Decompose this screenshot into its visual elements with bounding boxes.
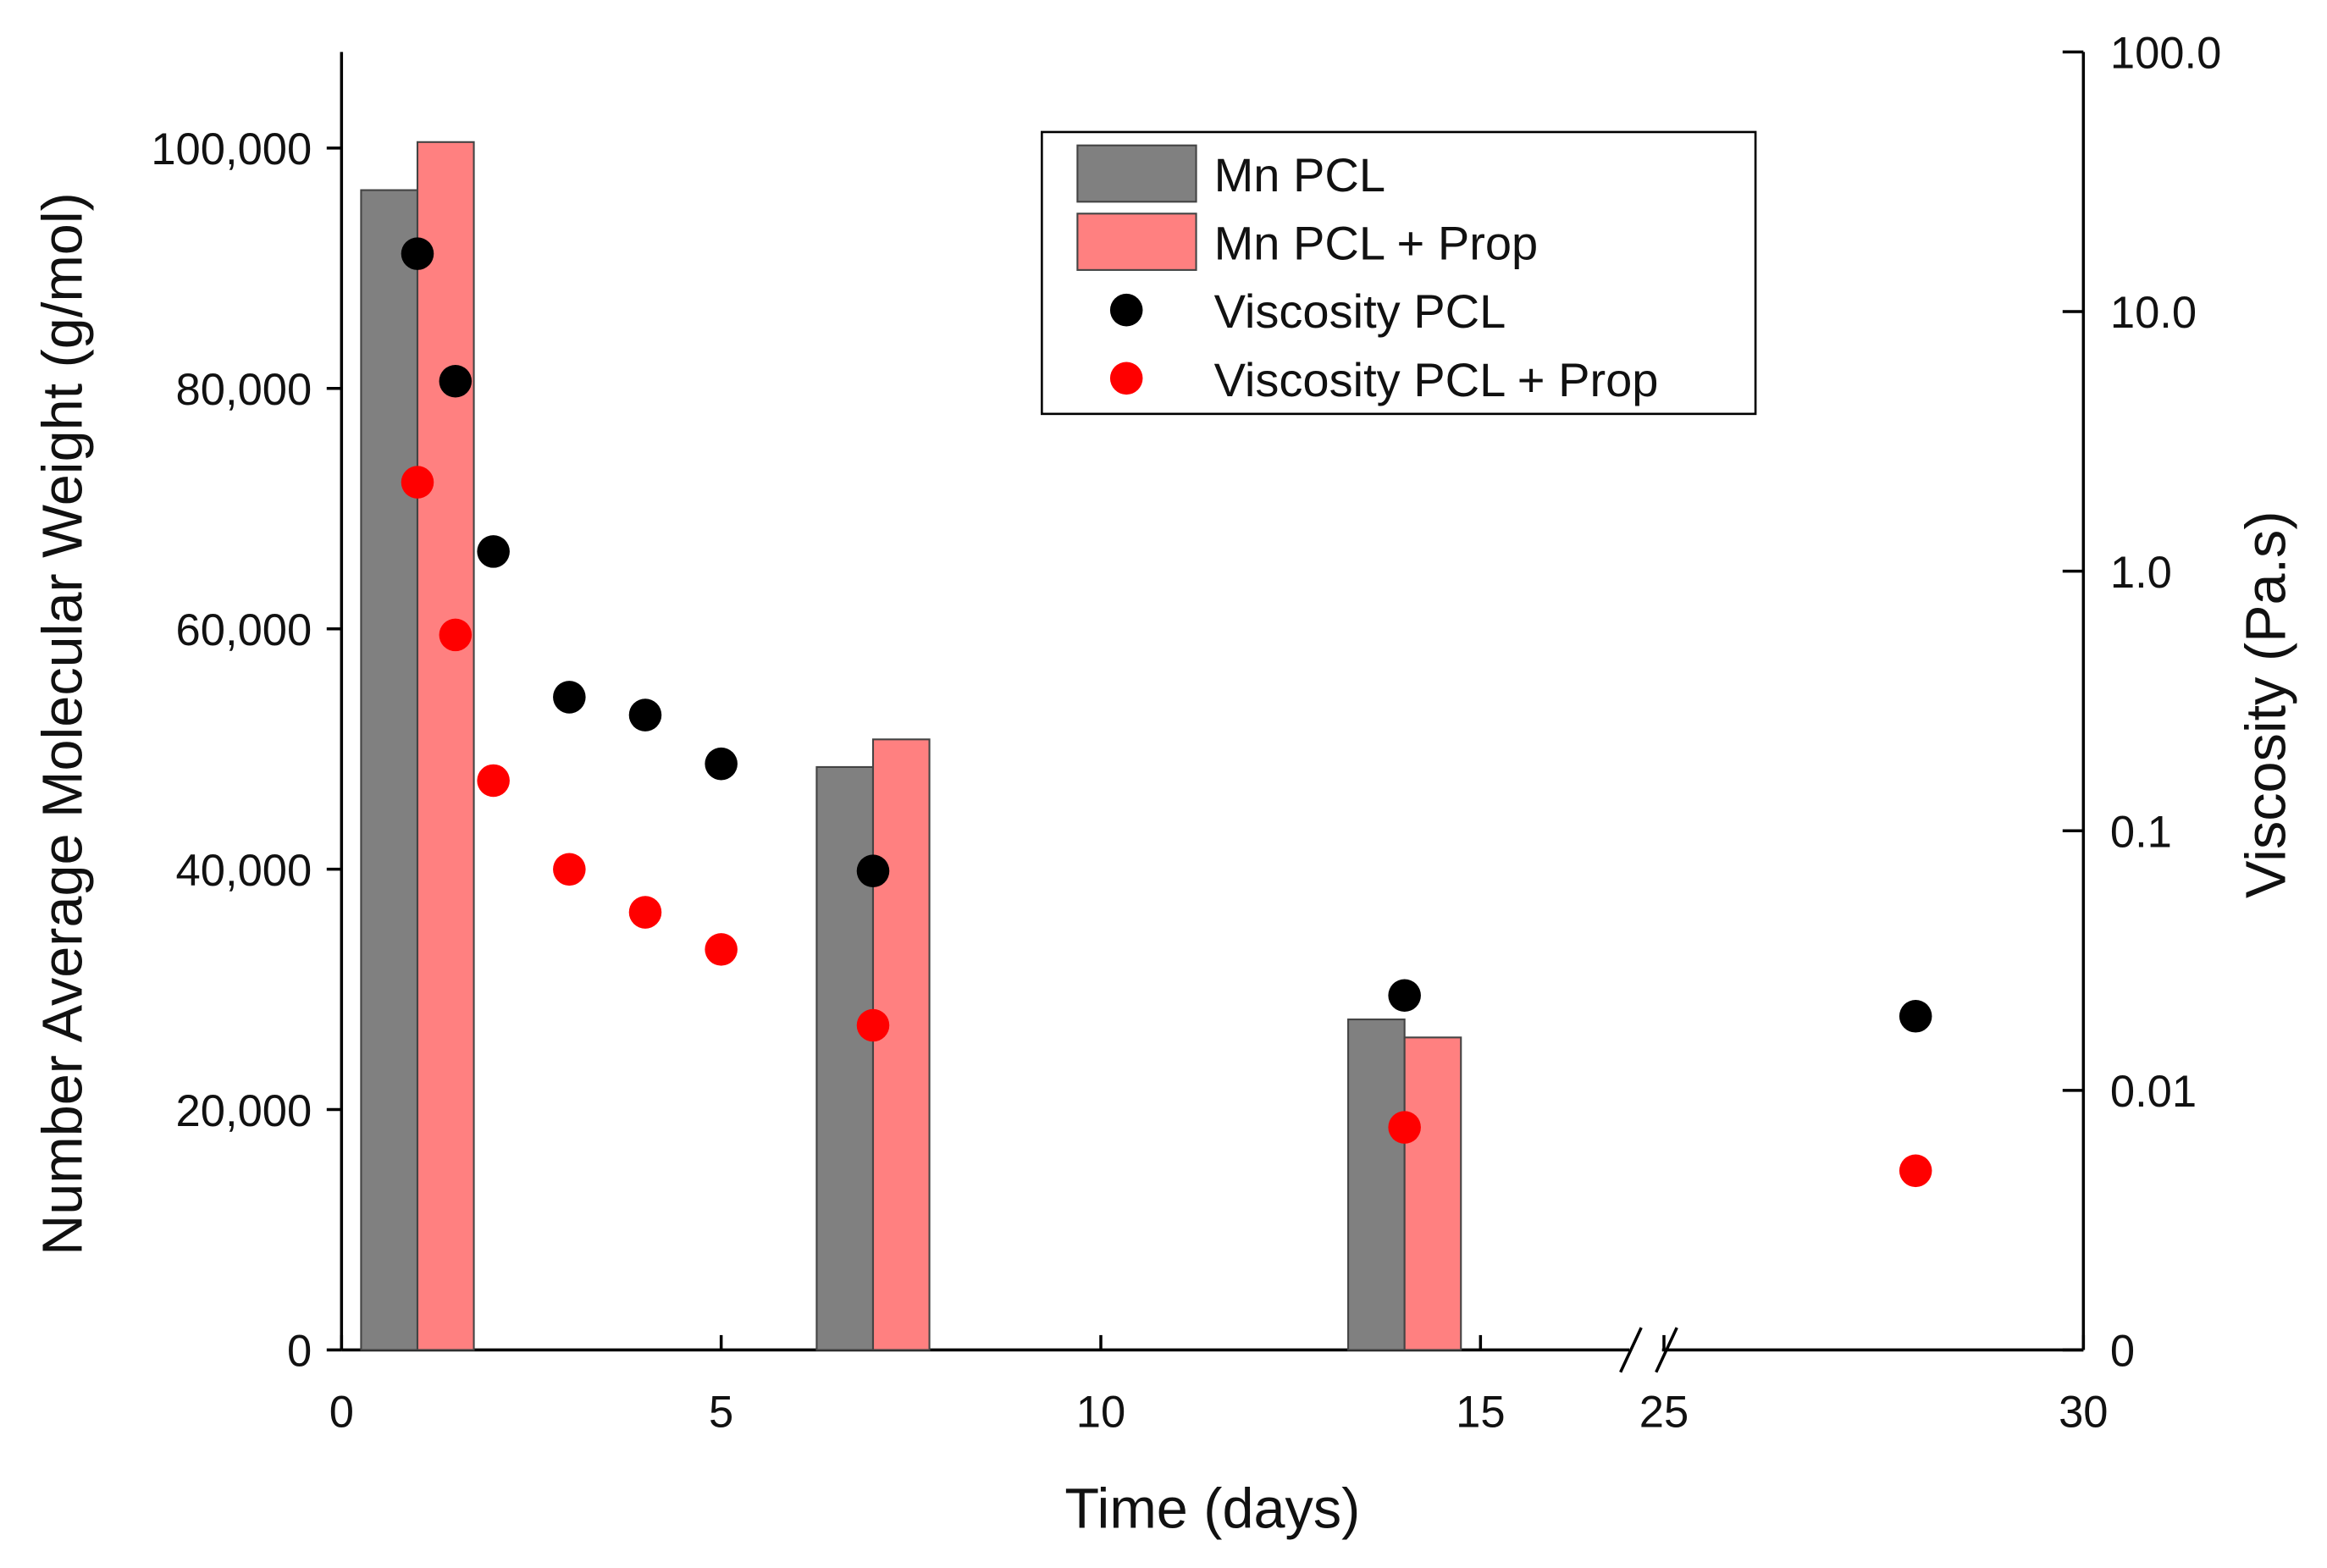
legend-swatch — [1109, 362, 1143, 395]
point — [705, 933, 738, 966]
point — [1899, 999, 1932, 1033]
point — [439, 364, 473, 398]
legend-label: Mn PCL + Prop — [1214, 217, 1539, 270]
y2-tick-label: 100.0 — [2110, 29, 2221, 79]
x-axis-label: Time (days) — [1064, 1478, 1360, 1541]
y-tick-label: 20,000 — [176, 1086, 312, 1136]
bar — [1347, 1019, 1406, 1351]
y-tick-label: 80,000 — [176, 365, 312, 415]
legend-label: Viscosity PCL — [1214, 284, 1506, 338]
bar — [871, 738, 931, 1351]
point — [553, 681, 586, 714]
x-tick-label: 0 — [329, 1388, 354, 1438]
axis-break — [1619, 1327, 1643, 1373]
x-tick-label: 15 — [1456, 1388, 1505, 1438]
point — [401, 237, 434, 270]
y-axis-label: Number Average Molecular Weight (g/mol) — [32, 192, 95, 1256]
y2-tick-label: 0 — [2110, 1327, 2135, 1377]
point — [1388, 979, 1421, 1013]
x-tick-label: 30 — [2059, 1388, 2108, 1438]
y-tick-label: 100,000 — [151, 124, 312, 174]
y2-tick-label: 0.1 — [2110, 807, 2172, 857]
legend-label: Viscosity PCL + Prop — [1214, 353, 1659, 406]
point — [477, 764, 510, 798]
point — [1388, 1111, 1421, 1144]
bar — [815, 765, 875, 1351]
axis-break — [1655, 1327, 1678, 1373]
y2-tick-label: 1.0 — [2110, 548, 2172, 598]
y-tick-label: 40,000 — [176, 846, 312, 896]
legend-swatch — [1109, 293, 1143, 327]
y2-tick-label: 0.01 — [2110, 1067, 2197, 1117]
y-tick-label: 0 — [287, 1327, 312, 1377]
legend-swatch — [1076, 144, 1197, 203]
x-tick-label: 10 — [1076, 1388, 1125, 1438]
point — [1899, 1154, 1932, 1188]
point — [628, 896, 662, 929]
point — [401, 466, 434, 499]
point — [856, 854, 890, 887]
x-tick-label: 25 — [1639, 1388, 1689, 1438]
y-tick-label: 60,000 — [176, 605, 312, 655]
y2-axis-label: Viscosity (Pa.s) — [2236, 511, 2298, 898]
bar — [1403, 1036, 1462, 1351]
point — [628, 698, 662, 732]
point — [856, 1008, 890, 1042]
point — [705, 747, 738, 781]
point — [553, 853, 586, 886]
point — [439, 618, 473, 652]
legend-label: Mn PCL — [1214, 148, 1385, 202]
y2-tick-label: 10.0 — [2110, 288, 2197, 338]
point — [477, 535, 510, 568]
bar — [360, 189, 419, 1351]
bar — [416, 141, 475, 1351]
x-tick-label: 5 — [709, 1388, 733, 1438]
legend-swatch — [1076, 213, 1197, 271]
